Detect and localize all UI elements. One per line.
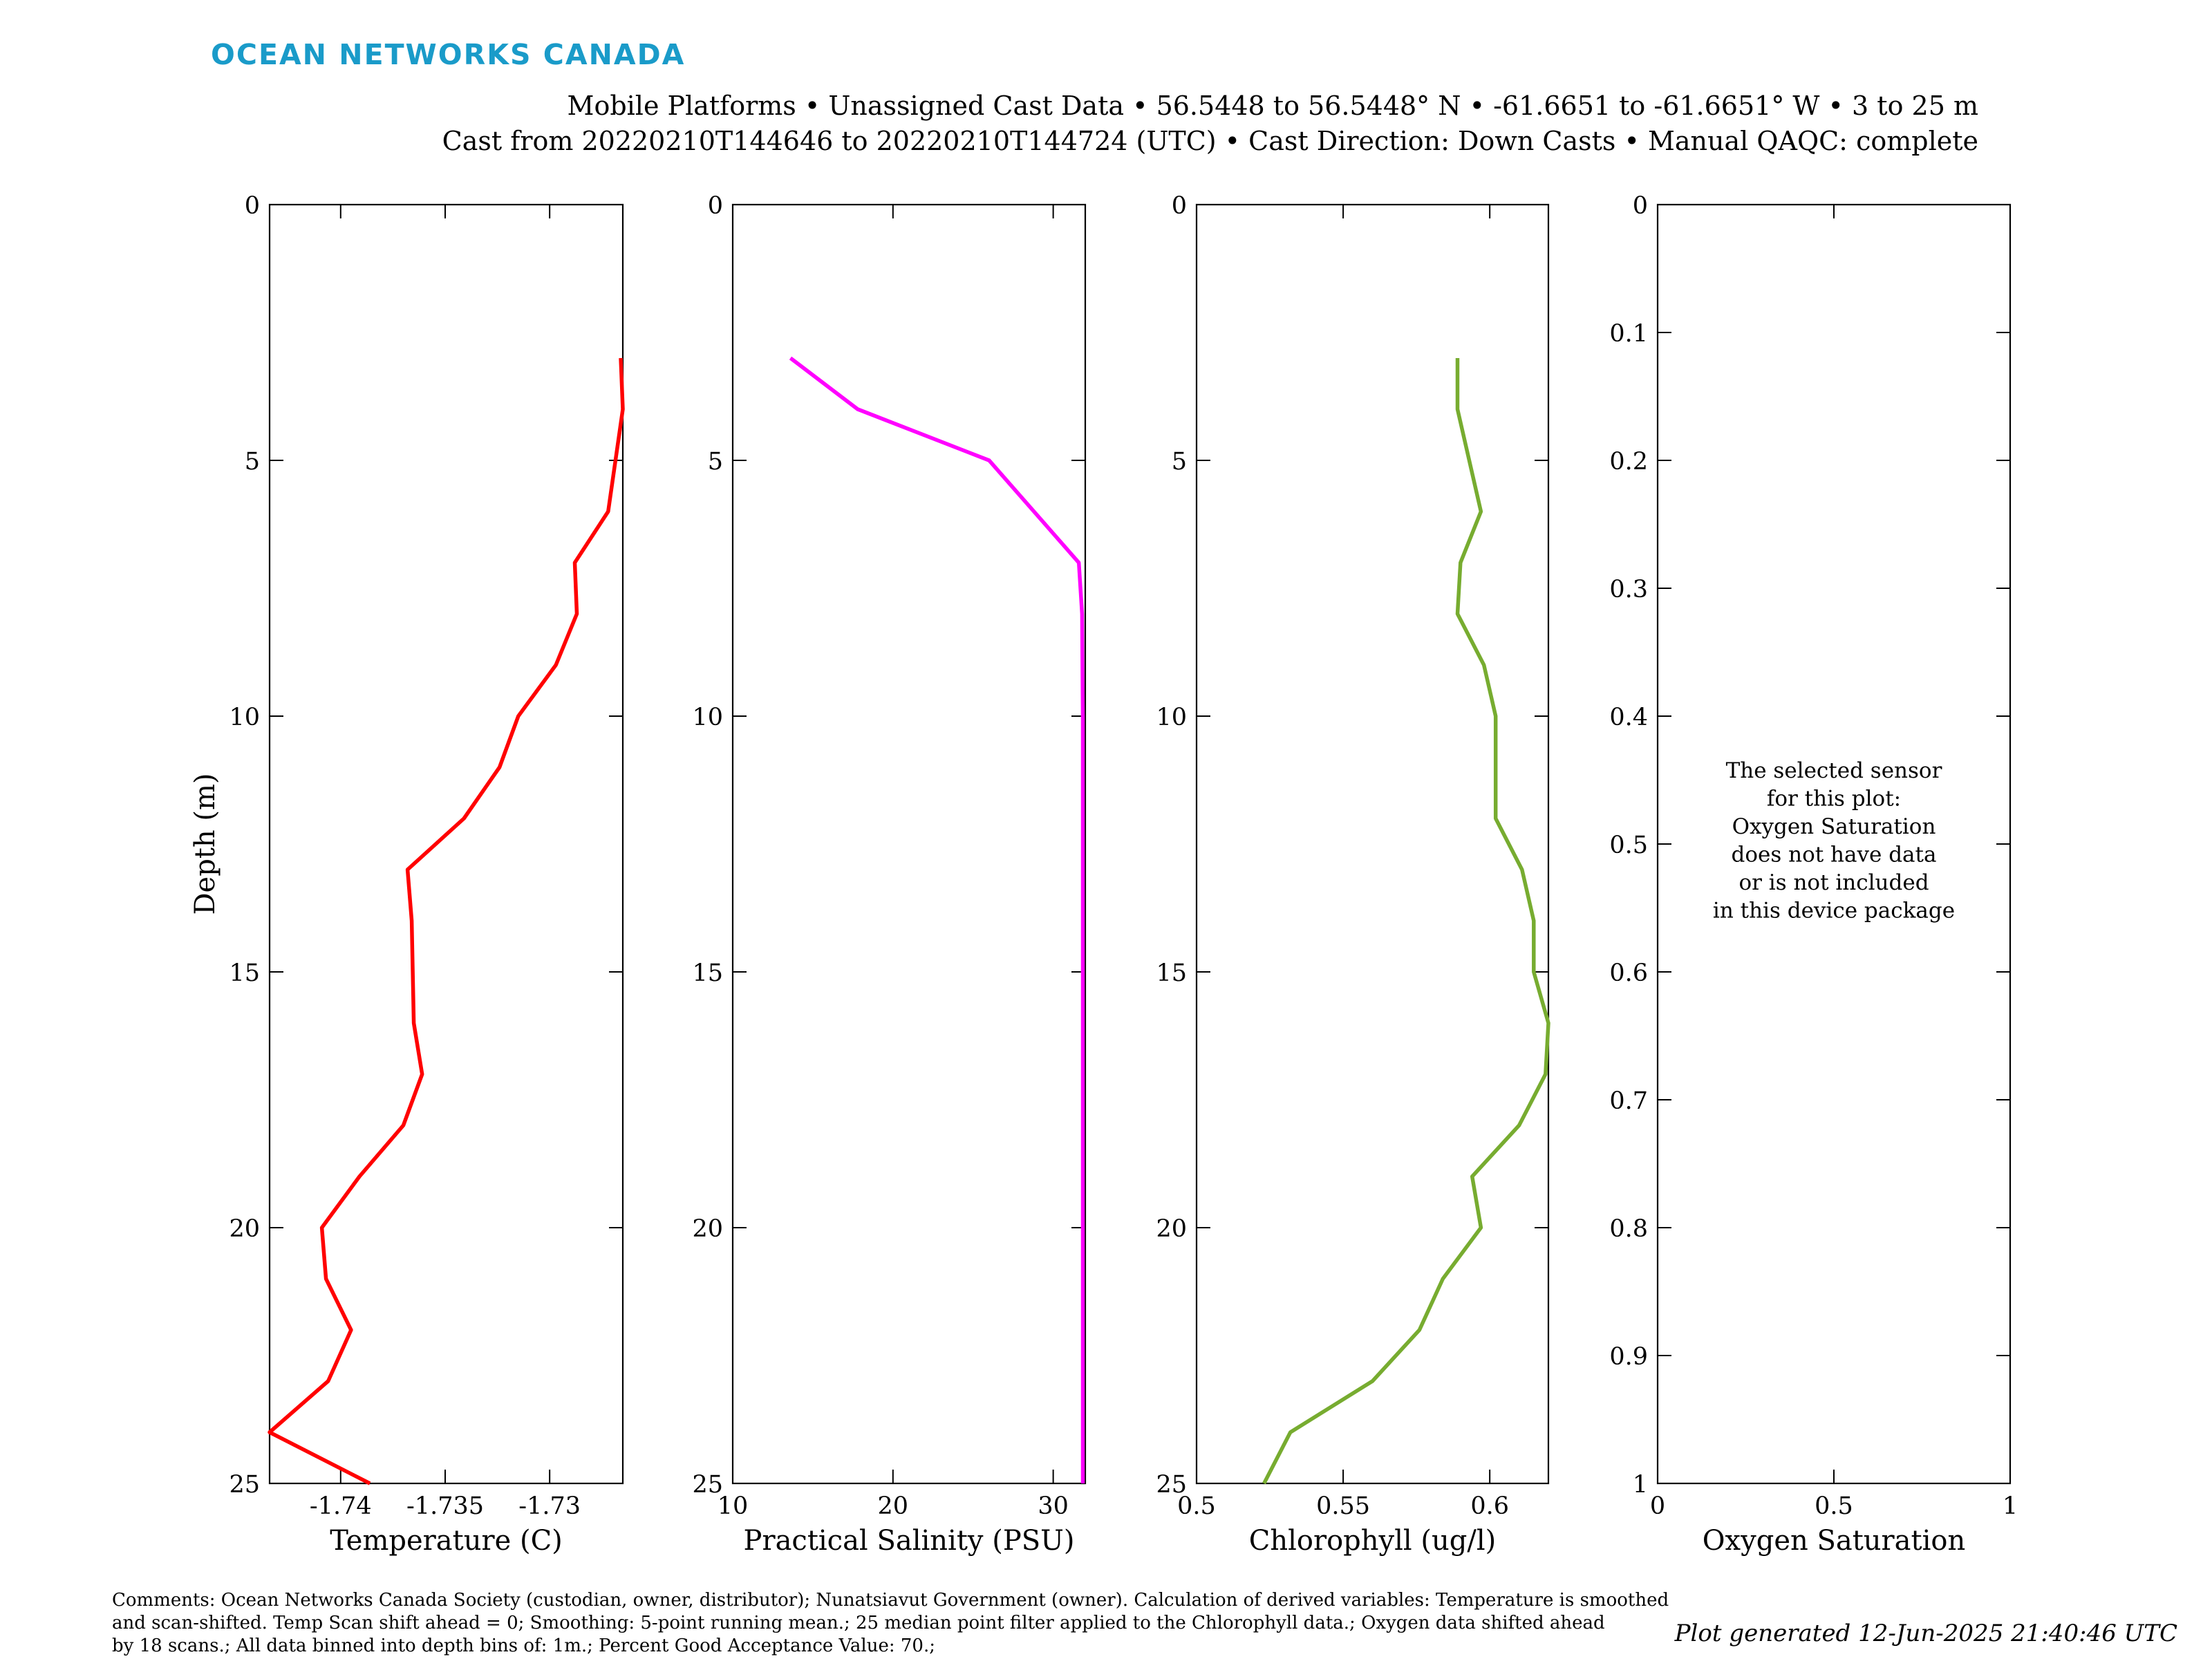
x-tick-label: 0.5 [1177,1492,1216,1520]
title-line-1: Mobile Platforms • Unassigned Cast Data … [568,91,1978,121]
y-tick-label: 0.6 [1609,959,1648,987]
y-tick-label: 0 [1172,192,1187,220]
series-line [1262,358,1550,1485]
plot-generated-timestamp: Plot generated 12-Jun-2025 21:40:46 UTC [1674,1620,2177,1647]
x-tick-label: -1.735 [406,1492,484,1520]
y-axis-label: Depth (m) [189,773,221,915]
plot-frame-3 [1195,203,1550,1485]
no-data-message-line: Oxygen Saturation [1732,814,1936,839]
y-tick-label: 10 [692,704,723,731]
y-tick-label: 25 [229,1471,260,1499]
x-tick-label: 0.6 [1470,1492,1509,1520]
y-tick-label: 0.3 [1609,576,1648,603]
y-tick-label: 0.1 [1609,320,1648,348]
y-tick-label: 0.8 [1609,1215,1648,1243]
x-tick-label: 20 [878,1492,909,1520]
no-data-message-line: or is not included [1738,870,1929,895]
no-data-message-line: does not have data [1732,843,1937,868]
x-tick-label: 1 [2003,1492,2018,1520]
x-tick-label: 0.55 [1316,1492,1370,1520]
y-tick-label: 15 [1156,959,1187,987]
no-data-message-line: in this device package [1713,899,1955,924]
title-line-2: Cast from 20220210T144646 to 20220210T14… [442,126,1978,156]
y-tick-label: 0.4 [1609,704,1648,731]
x-tick-label: 0 [1650,1492,1665,1520]
series-line [268,357,625,1485]
y-tick-label: 10 [1156,704,1187,731]
footer-comments-line-3: by 18 scans.; All data binned into depth… [112,1635,935,1656]
y-tick-label: 20 [1156,1215,1187,1243]
y-tick-label: 20 [692,1215,723,1243]
series-line [789,356,1085,1483]
x-tick-label: -1.73 [518,1492,581,1520]
x-axis-label: Practical Salinity (PSU) [744,1525,1075,1557]
no-data-message-line: for this plot: [1767,787,1901,812]
footer-comments-line-1: Comments: Ocean Networks Canada Society … [112,1590,1669,1611]
y-tick-label: 0 [1633,192,1648,220]
y-tick-label: 5 [1172,448,1187,476]
plot-frame-1 [268,203,624,1485]
y-tick-label: 0.7 [1609,1087,1648,1115]
x-tick-label: -1.74 [310,1492,372,1520]
y-tick-label: 0.9 [1609,1343,1648,1371]
y-tick-label: 0.5 [1609,832,1648,859]
y-tick-label: 0.2 [1609,448,1648,476]
x-tick-label: 30 [1038,1492,1069,1520]
y-tick-label: 15 [692,959,723,987]
y-tick-label: 0 [245,192,260,220]
x-tick-label: 10 [718,1492,749,1520]
y-tick-label: 5 [245,448,260,476]
no-data-message-line: The selected sensor [1726,758,1942,783]
plot-frame-2 [731,203,1087,1485]
y-tick-label: 15 [229,959,260,987]
y-tick-label: 0 [708,192,723,220]
x-axis-label: Chlorophyll (ug/l) [1249,1525,1497,1557]
x-axis-label: Oxygen Saturation [1703,1525,1965,1557]
onc-logo: OCEAN NETWORKS CANADA [211,38,685,71]
y-tick-label: 20 [229,1215,260,1243]
y-tick-label: 1 [1633,1471,1648,1499]
y-tick-label: 10 [229,704,260,731]
x-tick-label: 0.5 [1815,1492,1853,1520]
y-tick-label: 25 [692,1471,723,1499]
y-tick-label: 5 [708,448,723,476]
y-tick-label: 25 [1156,1471,1187,1499]
x-axis-label: Temperature (C) [330,1525,563,1557]
footer-comments-line-2: and scan-shifted. Temp Scan shift ahead … [112,1613,1605,1633]
